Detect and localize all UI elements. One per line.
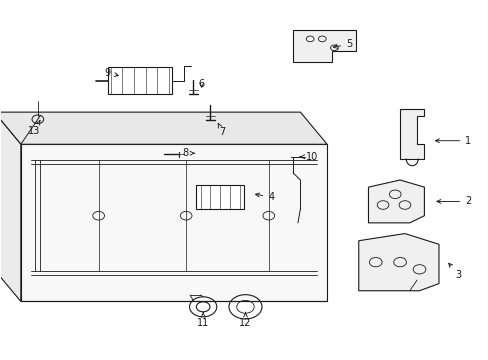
Polygon shape bbox=[292, 30, 356, 62]
Text: 12: 12 bbox=[239, 312, 251, 328]
Text: 9: 9 bbox=[104, 68, 118, 78]
Text: 6: 6 bbox=[198, 78, 204, 89]
Text: 2: 2 bbox=[436, 197, 470, 206]
Polygon shape bbox=[0, 112, 326, 144]
Text: 8: 8 bbox=[182, 148, 194, 158]
Polygon shape bbox=[368, 180, 424, 223]
Polygon shape bbox=[21, 144, 326, 301]
Text: 1: 1 bbox=[435, 136, 470, 146]
FancyBboxPatch shape bbox=[196, 185, 244, 208]
FancyBboxPatch shape bbox=[108, 67, 171, 94]
Text: 5: 5 bbox=[333, 39, 351, 49]
Text: 7: 7 bbox=[218, 123, 225, 137]
Text: 4: 4 bbox=[255, 192, 274, 202]
Polygon shape bbox=[358, 234, 438, 291]
Text: 10: 10 bbox=[299, 152, 317, 162]
Text: 3: 3 bbox=[448, 263, 461, 280]
Polygon shape bbox=[399, 109, 424, 158]
Polygon shape bbox=[0, 112, 21, 301]
Text: 11: 11 bbox=[197, 312, 209, 328]
Text: 13: 13 bbox=[28, 120, 41, 136]
